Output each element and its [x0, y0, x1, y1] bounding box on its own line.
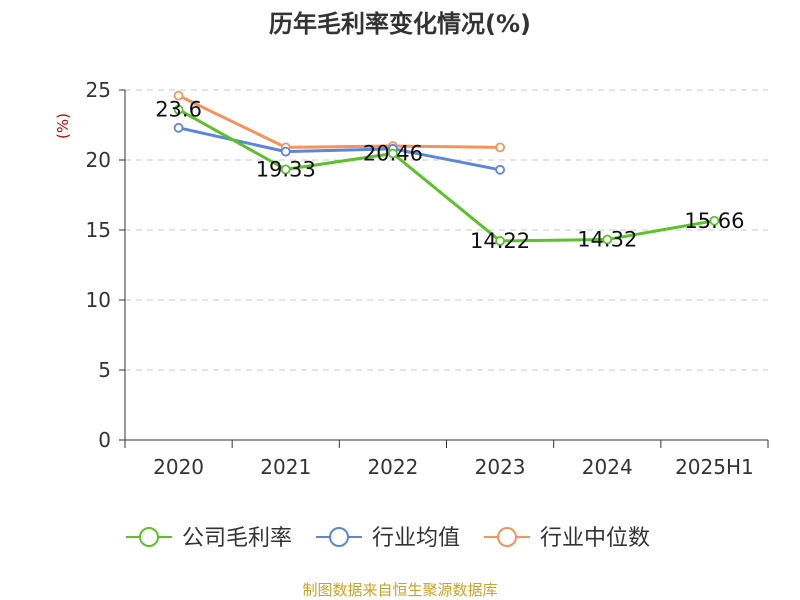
data-label-2025H1: 15.66	[684, 209, 744, 233]
legend-item-1: 行业均值	[316, 526, 460, 551]
data-labels: 23.6 19.33 20.46 14.22 14.32 15.66	[155, 98, 744, 253]
series-line-1	[178, 126, 501, 172]
data-label-2024: 14.32	[577, 228, 637, 252]
y-tick-label-20: 20	[86, 148, 111, 172]
y-tick-label-10: 10	[86, 288, 111, 312]
legend-item-2: 行业中位数	[484, 526, 650, 551]
series-2-point-2020	[173, 90, 184, 101]
legend-item-0: 公司毛利率	[126, 526, 292, 551]
y-tick-label-5: 5	[98, 358, 111, 382]
series-line-2	[177, 94, 501, 149]
series-1-point-2020	[173, 122, 184, 133]
series-group	[173, 90, 720, 246]
x-tick-label-2020: 2020	[153, 455, 204, 479]
series-1	[173, 122, 505, 175]
series-1-point-2023	[495, 164, 505, 175]
x-tick-label-2021: 2021	[260, 455, 311, 479]
series-0-point-2025H1	[709, 215, 720, 226]
data-label-2021: 19.33	[256, 157, 316, 181]
chart-title: 历年毛利率变化情况(%)	[269, 10, 531, 38]
data-label-2020: 23.6	[155, 98, 202, 122]
y-tick-label-25: 25	[86, 78, 111, 102]
series-0-point-2023	[495, 236, 505, 246]
source-note: 制图数据来自恒生聚源数据库	[302, 581, 497, 599]
series-0-point-2022	[388, 148, 398, 159]
y-axis-unit: (%)	[54, 113, 72, 139]
y-tick-label-15: 15	[86, 218, 111, 242]
series-0-point-2024	[602, 234, 613, 245]
series-1-point-2021	[280, 146, 291, 157]
series-0-point-2020	[173, 104, 184, 115]
series-0-point-2021	[280, 164, 291, 175]
series-0	[173, 104, 720, 246]
series-2	[173, 90, 505, 153]
legend: 公司毛利率 行业均值 行业中位数	[126, 526, 650, 551]
x-tick-label-2024: 2024	[582, 455, 633, 479]
y-tick-label-0: 0	[98, 428, 111, 452]
data-label-2022: 20.46	[363, 142, 423, 166]
data-label-2023: 14.22	[470, 229, 530, 253]
x-tick-label-2023: 2023	[475, 455, 526, 479]
legend-label-0: 公司毛利率	[182, 526, 292, 551]
legend-marker-2	[497, 527, 517, 547]
series-line-0	[177, 108, 715, 243]
x-tick-label-2022: 2022	[367, 455, 418, 479]
legend-label-2: 行业中位数	[540, 526, 650, 551]
legend-marker-1	[329, 527, 349, 547]
axes: 0 5 10 15 20 25 2020 2021 2022 2023 2024 2025H1	[86, 78, 769, 479]
legend-label-1: 行业均值	[372, 526, 460, 551]
series-2-point-2023	[495, 142, 505, 153]
x-tick-label-2025H1: 2025H1	[675, 455, 754, 479]
legend-marker-0	[139, 527, 159, 547]
